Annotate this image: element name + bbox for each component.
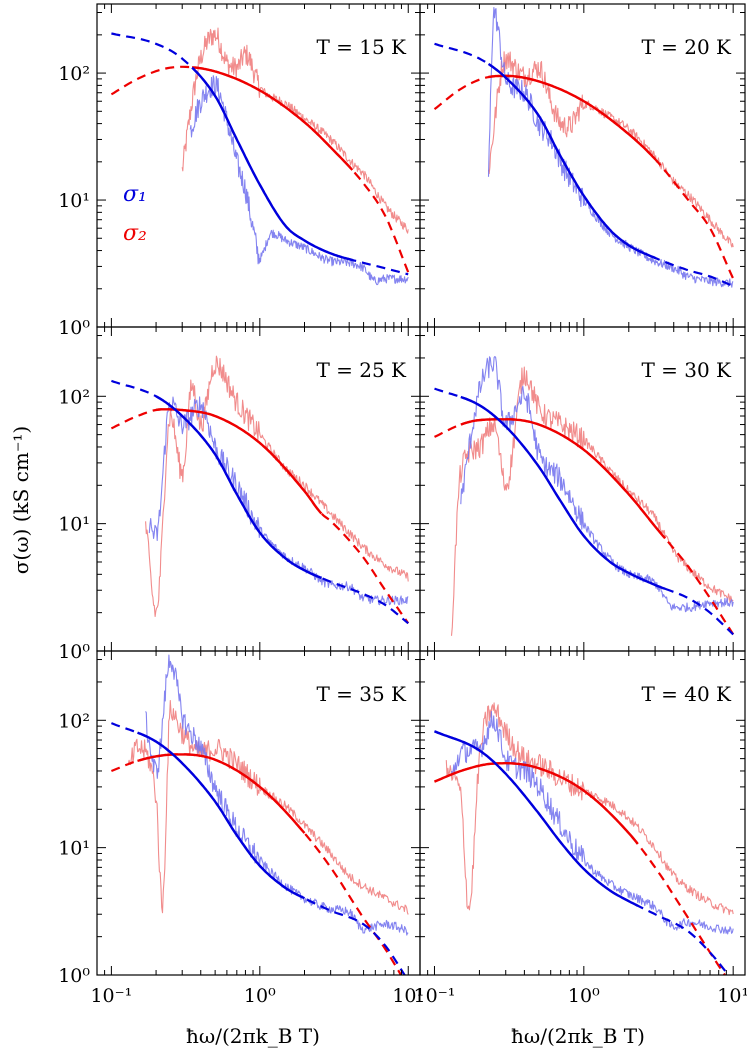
- sigma1-extrapolation: [434, 42, 734, 288]
- sigma2-fit: [191, 66, 354, 171]
- ticks: [419, 327, 745, 652]
- ticks: [96, 651, 420, 976]
- legend-sigma2: σ₂: [123, 221, 147, 246]
- sigma2-data-line: [127, 700, 409, 915]
- sigma1-fit: [434, 730, 639, 907]
- y-tick-label: 10²: [58, 63, 90, 85]
- panel-grid: 10⁰ 10¹ 10² T = 15 K T = 20 K 10⁰ 10¹ 10² T = 25…: [58, 3, 747, 1007]
- sigma2-extrapolation: [434, 762, 727, 975]
- sigma1-fit: [487, 62, 656, 260]
- ticks: [419, 651, 745, 976]
- temperature-label: T = 15 K: [316, 35, 407, 59]
- sigma2-extrapolation: [110, 65, 410, 273]
- legend-sigma1: σ₁: [123, 182, 147, 207]
- sigma1-fit: [460, 395, 666, 590]
- panel-25K: 10⁰ 10¹ 10² T = 25 K: [58, 326, 421, 663]
- sigma1-extrapolation: [434, 730, 730, 975]
- sigma1-extrapolation: [111, 379, 409, 625]
- sigma2-extrapolation: [110, 753, 403, 975]
- sigma1-fit: [155, 395, 322, 580]
- panel-frame: [419, 650, 746, 976]
- ticks: [96, 4, 420, 328]
- plot-area: [110, 355, 410, 625]
- plot-area: [434, 356, 735, 636]
- sigma2-data-line: [487, 51, 734, 248]
- sigma2-fit: [434, 762, 639, 845]
- y-tick-label: 10¹: [58, 514, 90, 536]
- plot-area: [433, 6, 735, 288]
- sigma2-data-line: [450, 366, 734, 636]
- y-tick-label: 10¹: [58, 190, 90, 212]
- x-tick-label: 10⁰: [244, 985, 276, 1007]
- sigma2-data-line: [145, 355, 409, 618]
- panel-15K: 10⁰ 10¹ 10² T = 15 K: [58, 3, 421, 339]
- sigma1-extrapolation: [111, 32, 409, 276]
- sigma1-data-line: [145, 654, 409, 936]
- panel-30K: T = 30 K: [419, 326, 746, 652]
- plot-area: [110, 27, 410, 286]
- y-tick-label: 10²: [58, 710, 90, 732]
- legend: σ₁ σ₂: [123, 182, 147, 246]
- y-tick-label: 10⁰: [58, 965, 90, 987]
- temperature-label: T = 30 K: [641, 358, 732, 382]
- temperature-label: T = 35 K: [316, 682, 407, 706]
- plot-area: [434, 702, 734, 975]
- sigma2-extrapolation: [433, 74, 735, 280]
- temperature-label: T = 25 K: [316, 358, 407, 382]
- sigma2-fit: [137, 753, 306, 834]
- sigma2-fit: [155, 408, 323, 515]
- x-tick-label: 10⁰: [568, 985, 600, 1007]
- panel-20K: T = 20 K: [419, 3, 746, 328]
- panel-40K: 10⁻¹ 10⁰ 10¹ T = 40 K: [414, 650, 747, 1007]
- temperature-label: T = 40 K: [641, 682, 732, 706]
- sigma2-fit: [460, 418, 667, 540]
- sigma1-extrapolation: [110, 722, 406, 975]
- y-axis-label: σ(ω) (kS cm⁻¹): [9, 426, 33, 574]
- sigma2-data-line: [445, 702, 734, 916]
- sigma1-data-line: [450, 711, 734, 935]
- plot-area: [110, 654, 409, 975]
- y-tick-label: 10¹: [58, 838, 90, 860]
- sigma2-fit: [488, 74, 656, 160]
- y-tick-label: 10⁰: [58, 317, 90, 339]
- temperature-label: T = 20 K: [641, 35, 732, 59]
- sigma1-extrapolation: [434, 387, 734, 636]
- x-tick-label: 10¹: [392, 985, 424, 1007]
- x-axis-label-left: ħω/(2πk_B T): [186, 1024, 320, 1048]
- x-tick-label: 10¹: [717, 985, 747, 1007]
- y-tick-label: 10²: [58, 386, 90, 408]
- sigma1-data-line: [148, 396, 409, 606]
- sigma1-fit: [191, 66, 353, 262]
- y-tick-label: 10⁰: [58, 641, 90, 663]
- sigma1-data-line: [460, 356, 734, 613]
- sigma1-data-line: [189, 75, 409, 286]
- x-tick-label: 10⁻¹: [414, 985, 456, 1007]
- x-tick-label: 10⁻¹: [90, 985, 132, 1007]
- x-axis-label-right: ħω/(2πk_B T): [511, 1024, 645, 1048]
- sigma1-fit: [137, 731, 306, 900]
